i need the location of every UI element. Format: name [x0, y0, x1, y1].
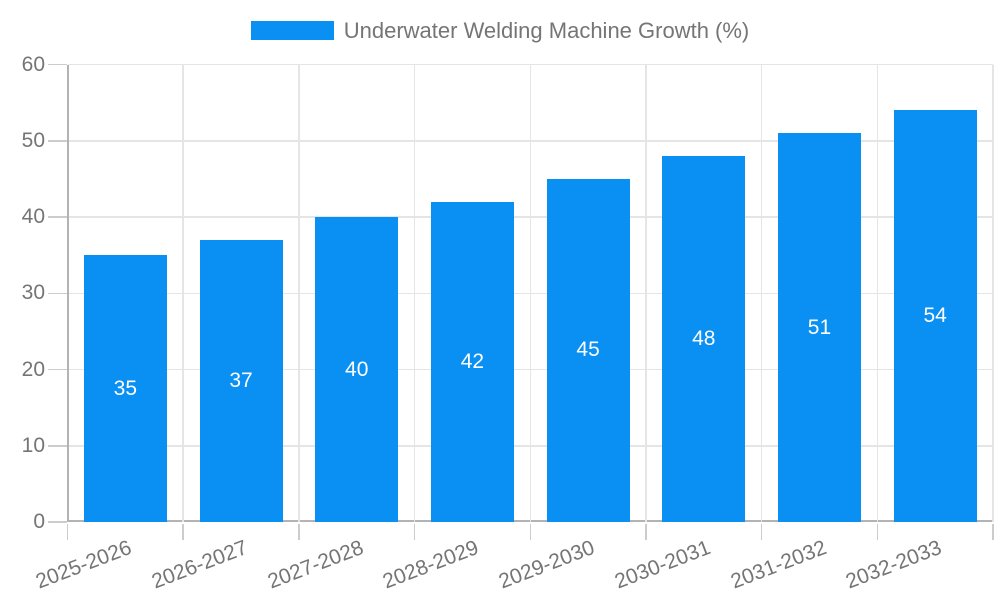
y-tick-label: 40 — [21, 205, 45, 228]
v-gridline — [992, 64, 994, 522]
v-gridline — [876, 64, 879, 522]
y-tick-mark — [48, 521, 67, 523]
chart-legend[interactable]: Underwater Welding Machine Growth (%) — [0, 18, 1000, 43]
bar-value-label: 40 — [345, 357, 369, 381]
bar-value-label: 51 — [807, 315, 832, 339]
x-tick-label: 2026-2027 — [148, 536, 251, 594]
x-tick-label: 2031-2032 — [727, 536, 830, 594]
v-gridline — [645, 64, 647, 522]
bar-value-label: 45 — [576, 338, 600, 362]
bar — [893, 110, 977, 522]
v-gridline — [182, 64, 184, 522]
y-tick-mark — [48, 368, 67, 371]
bar — [546, 178, 630, 522]
y-tick-mark — [48, 140, 67, 142]
x-tick-mark — [182, 524, 184, 540]
bar-value-label: 35 — [113, 376, 138, 400]
x-tick-mark — [66, 524, 69, 540]
y-tick-label: 50 — [21, 128, 45, 152]
y-tick-mark — [48, 63, 67, 66]
x-tick-mark — [298, 524, 300, 540]
legend-swatch-icon — [250, 21, 334, 40]
y-tick-mark — [48, 292, 67, 294]
y-tick-label: 20 — [21, 357, 45, 381]
x-tick-label: 2028-2029 — [380, 536, 483, 594]
bar-value-label: 42 — [460, 349, 485, 373]
v-gridline — [529, 64, 531, 522]
x-tick-mark — [413, 524, 416, 540]
x-tick-label: 2032-2033 — [842, 536, 945, 594]
v-gridline — [298, 64, 300, 522]
x-tick-mark — [992, 524, 994, 540]
bar — [777, 133, 861, 522]
x-tick-mark — [645, 524, 647, 540]
v-gridline — [413, 64, 416, 522]
bar — [430, 201, 514, 522]
bar-value-label: 54 — [923, 304, 947, 328]
v-gridline — [760, 64, 763, 522]
y-tick-mark — [48, 445, 67, 447]
x-tick-mark — [529, 524, 531, 540]
bar — [83, 255, 167, 522]
bar — [199, 239, 283, 522]
legend-label: Underwater Welding Machine Growth (%) — [343, 18, 750, 43]
y-axis-line — [66, 64, 69, 522]
bar-value-label: 48 — [692, 327, 716, 350]
bar — [662, 156, 746, 522]
x-tick-mark — [876, 524, 879, 540]
y-tick-label: 60 — [21, 52, 45, 76]
plot-area: 35 37 40 42 45 48 51 54 — [66, 63, 994, 522]
x-tick-mark — [760, 524, 763, 540]
x-tick-label: 2030-2031 — [611, 536, 714, 594]
y-tick-label: 30 — [21, 281, 45, 305]
x-tick-label: 2025-2026 — [33, 536, 136, 594]
y-tick-label: 0 — [33, 510, 45, 533]
x-tick-label: 2029-2030 — [495, 536, 598, 594]
x-tick-label: 2027-2028 — [264, 536, 367, 594]
bar — [315, 217, 399, 522]
y-tick-mark — [48, 216, 67, 218]
y-tick-label: 10 — [21, 433, 45, 457]
bar-value-label: 37 — [229, 368, 253, 392]
